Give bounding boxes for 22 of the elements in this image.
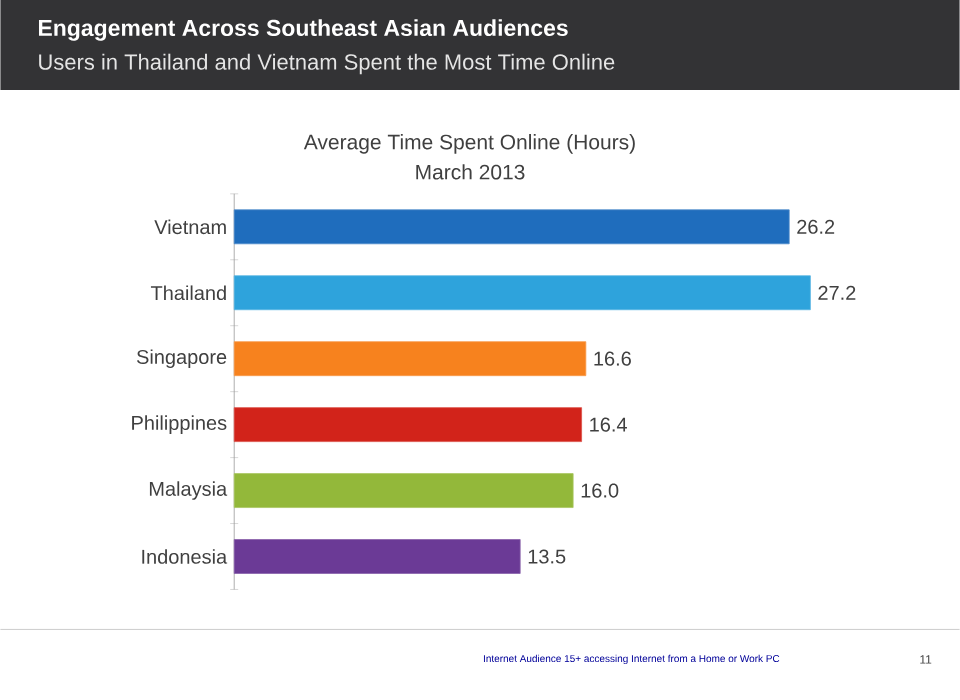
bar <box>233 539 521 575</box>
chart-subtitle: Users in Thailand and Vietnam Spent the Most Time Online <box>39 54 615 75</box>
text: Average Time Spent Online (Hours) <box>303 134 635 154</box>
data-label: 16.4 <box>590 417 627 433</box>
y-tick-label: Philippines <box>132 415 227 435</box>
bar <box>233 209 790 245</box>
y-tick-label: Vietnam <box>154 219 226 235</box>
data-label: 16.6 <box>594 351 631 367</box>
data-label: 16.0 <box>581 483 619 498</box>
bar <box>233 407 582 443</box>
y-tick-label: Malaysia <box>149 481 228 501</box>
chart-title: Engagement Across Southeast Asian Audiences <box>38 19 568 42</box>
bar <box>233 275 811 311</box>
y-tick-label: Thailand <box>150 285 226 301</box>
bar <box>233 473 574 509</box>
data-label: 26.2 <box>797 220 835 235</box>
bar <box>233 341 587 377</box>
y-tick-label: Indonesia <box>142 549 228 565</box>
data-label: 27.2 <box>818 286 856 301</box>
data-label: 13.5 <box>528 549 566 564</box>
y-tick-label: Singapore <box>136 349 227 369</box>
text: March 2013 <box>416 164 525 180</box>
